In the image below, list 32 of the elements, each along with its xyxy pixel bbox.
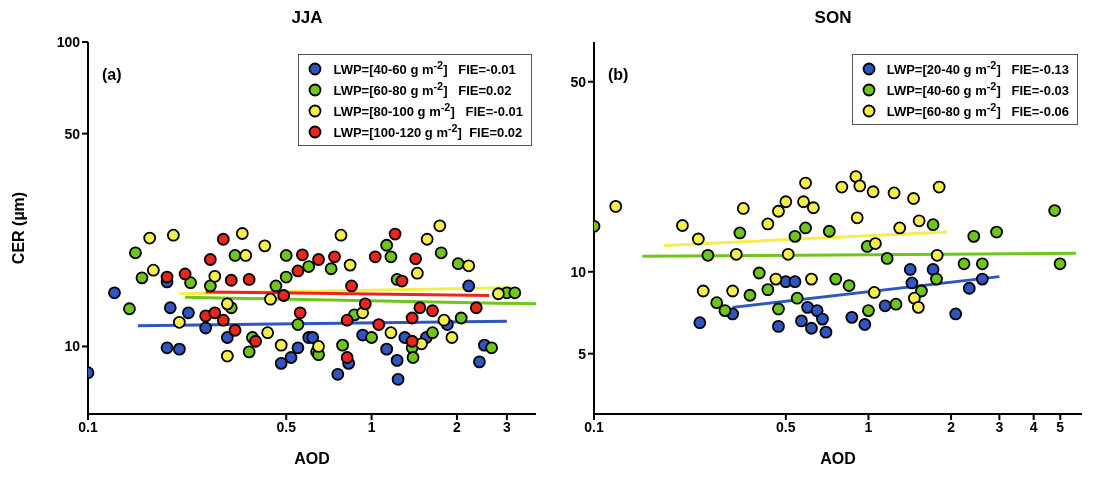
y-tick-label: 100 xyxy=(56,33,81,50)
x-axis-title: AOD xyxy=(820,450,856,467)
x-tick-label: 2 xyxy=(947,418,956,435)
x-tick-label: 0.5 xyxy=(776,418,796,435)
chart-title: SON xyxy=(813,8,853,29)
y-tick-label: 10 xyxy=(570,263,587,280)
y-axis-title: CER (µm) xyxy=(9,191,27,265)
annotation: (a) xyxy=(102,66,122,84)
legend-label: LWP=[20-40 g m$^{-2}$] FIE=-0.13 xyxy=(886,59,1069,78)
y-tick-label: 10 xyxy=(64,338,81,355)
legend-label: LWP=[40-60 g m$^{-2}$] FIE=-0.01 xyxy=(333,59,516,78)
x-tick-label: 0.1 xyxy=(584,418,604,435)
legend-label: LWP=[40-60 g m$^{-2}$] FIE=-0.03 xyxy=(886,80,1069,99)
x-tick-label: 3 xyxy=(502,418,511,435)
legend-label: LWP=[100-120 g m$^{-2}$] FIE=0.02 xyxy=(333,122,523,141)
legend-label: LWP=[60-80 g m$^{-2}$] FIE=0.02 xyxy=(333,80,512,99)
x-tick-label: 0.1 xyxy=(78,418,98,435)
x-tick-label: 1 xyxy=(367,418,376,435)
x-tick-label: 1 xyxy=(864,418,873,435)
annotation: (b) xyxy=(608,66,629,84)
x-tick-label: 3 xyxy=(995,418,1004,435)
legend-label: LWP=[80-100 g m$^{-2}$] FIE=-0.01 xyxy=(333,101,523,120)
y-tick-label: 50 xyxy=(64,125,81,142)
x-tick-label: 0.5 xyxy=(276,418,297,435)
y-tick-label: 5 xyxy=(578,345,587,362)
x-axis-title: AOD xyxy=(294,450,330,467)
legend-label: LWP=[60-80 g m$^{-2}$] FIE=-0.06 xyxy=(886,101,1069,120)
x-tick-label: 4 xyxy=(1029,418,1038,435)
x-tick-label: 2 xyxy=(453,418,462,435)
y-tick-label: 50 xyxy=(570,73,587,90)
x-tick-label: 5 xyxy=(1056,418,1065,435)
chart-title: JJA xyxy=(290,8,324,29)
